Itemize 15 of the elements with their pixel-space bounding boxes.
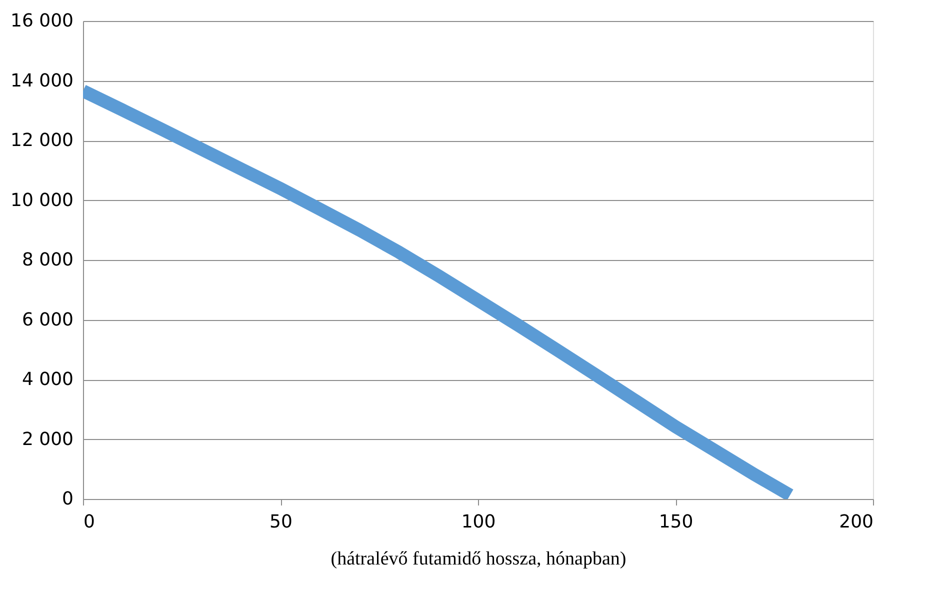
x-tick-label: 50: [270, 512, 292, 532]
x-tick-label: 150: [658, 512, 694, 532]
y-tick-label: 6 000: [22, 309, 74, 330]
x-tick-label: 100: [461, 512, 496, 532]
x-axis-title: (hátralévő futamidő hossza, hónapban): [330, 548, 626, 570]
y-tick-label: 12 000: [10, 130, 74, 151]
y-tick-label: 8 000: [22, 250, 74, 270]
y-tick-label: 14 000: [10, 70, 74, 92]
y-tick-label: 16 000: [10, 10, 74, 32]
x-tick-label: 200: [839, 512, 874, 532]
y-tick-label: 0: [62, 488, 74, 510]
y-tick-label: 4 000: [22, 369, 74, 390]
x-tick-label: 0: [84, 512, 95, 532]
y-tick-label: 10 000: [10, 190, 74, 211]
y-tick-label: 2 000: [22, 428, 74, 450]
